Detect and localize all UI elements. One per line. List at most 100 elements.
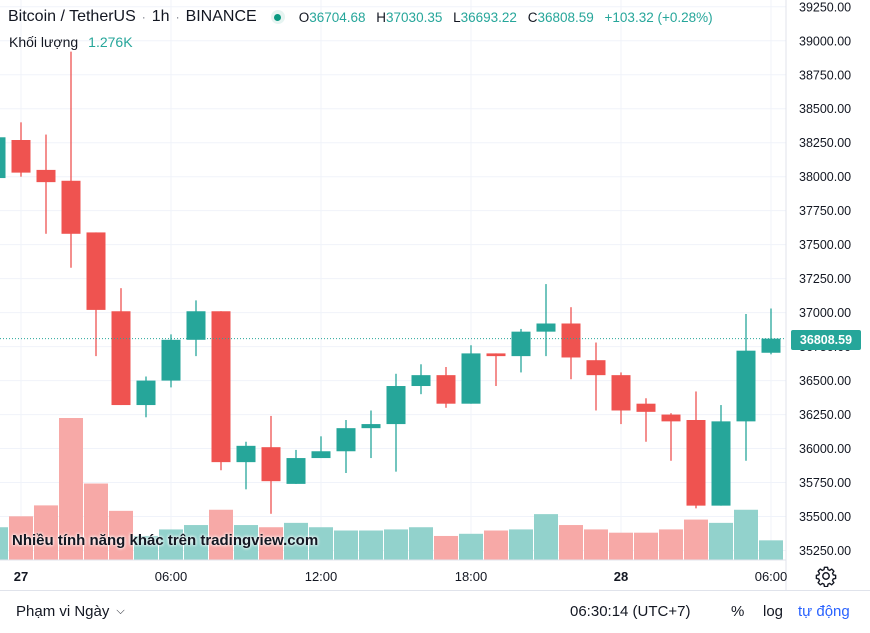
auto-scale-button[interactable]: tự động [798, 603, 850, 620]
time-tick-label: 28 [614, 569, 628, 584]
volume-bar [34, 505, 58, 560]
volume-label: Khối lượng [9, 34, 79, 50]
low-key: L [453, 9, 461, 25]
price-tick-label: 37250.00 [799, 272, 851, 286]
time-tick-label: 06:00 [755, 569, 788, 584]
high-value: 37030.35 [386, 9, 443, 25]
ohlc-values: O36704.68 H37030.35 L36693.22 C36808.59 … [299, 10, 713, 25]
candle-body [586, 360, 606, 376]
candle-body [636, 403, 656, 412]
price-tick-label: 36000.00 [799, 442, 851, 456]
symbol-name[interactable]: Bitcoin / TetherUS [8, 8, 136, 25]
change-value: +103.32 (+0.28%) [604, 9, 713, 25]
candle-body [611, 375, 631, 411]
volume-bar [459, 533, 483, 560]
price-tick-label: 37500.00 [799, 238, 851, 252]
volume-bar [84, 483, 108, 560]
price-tick-label: 35500.00 [799, 510, 851, 524]
candle-body [536, 323, 556, 332]
volume-bar [159, 529, 183, 560]
time-tick-label: 06:00 [155, 569, 188, 584]
candle-body [686, 420, 706, 506]
volume-bar [609, 532, 633, 560]
candle-body [261, 447, 281, 482]
separator-dot: · [141, 10, 146, 24]
timezone-clock[interactable]: 06:30:14 (UTC+7) [570, 603, 691, 620]
volume-bar [134, 535, 158, 560]
volume-bar [9, 516, 33, 560]
exchange-label[interactable]: BINANCE [185, 8, 257, 25]
candle-body [211, 311, 231, 463]
candle-body [236, 445, 256, 463]
date-range-button[interactable]: Phạm vi Ngày ⌵ [16, 603, 125, 620]
candle-body [61, 180, 81, 234]
price-tick-label: 35250.00 [799, 544, 851, 558]
log-scale-button[interactable]: log [763, 603, 784, 620]
volume-bar [534, 514, 558, 560]
volume-bar [309, 527, 333, 560]
candle-body [661, 414, 681, 422]
price-axis: 35250.00 35500.00 35750.00 36000.00 36250.00… [799, 0, 851, 558]
separator-dot: · [175, 10, 180, 24]
volume-bars [0, 418, 783, 560]
price-tick-label: 37000.00 [799, 306, 851, 320]
candle-body [461, 353, 481, 404]
volume-bar [434, 535, 458, 560]
volume-bar [484, 530, 508, 560]
percent-scale-button[interactable]: % [731, 603, 745, 620]
volume-bar [659, 529, 683, 560]
interval-label[interactable]: 1h [151, 8, 170, 25]
candle-body [761, 338, 781, 353]
low-value: 36693.22 [460, 9, 517, 25]
price-tick-label: 38750.00 [799, 68, 851, 82]
candle-body [36, 169, 56, 183]
price-tick-label: 39000.00 [799, 34, 851, 48]
volume-bar [109, 510, 133, 560]
price-tick-label: 38250.00 [799, 136, 851, 150]
volume-bar [684, 519, 708, 560]
volume-bar [234, 525, 258, 560]
volume-bar [334, 530, 358, 560]
volume-bar [59, 418, 83, 560]
volume-bar [209, 509, 233, 560]
volume-bar [709, 522, 733, 560]
close-key: C [527, 9, 538, 25]
candle-body [136, 380, 156, 406]
volume-bar [259, 527, 283, 560]
candle-body [286, 458, 306, 484]
price-tick-label: 39250.00 [799, 0, 851, 14]
candle-body [311, 451, 331, 459]
time-tick-label: 12:00 [305, 569, 338, 584]
watermark-text[interactable]: Nhiều tính năng khác trên tradingview.co… [12, 532, 319, 549]
candle-body [436, 375, 456, 404]
bottom-toolbar: Phạm vi Ngày ⌵ 06:30:14 (UTC+7) % log tự… [0, 590, 870, 633]
candle-body [561, 323, 581, 358]
grid-lines [0, 0, 786, 560]
volume-bar [734, 509, 758, 560]
last-price-tag: 36808.59 [791, 330, 861, 350]
price-tick-label: 36500.00 [799, 374, 851, 388]
close-value: 36808.59 [537, 9, 594, 25]
volume-bar [509, 529, 533, 560]
candle-body [161, 339, 181, 381]
volume-bar [409, 527, 433, 560]
candle-body [0, 137, 6, 179]
market-status-icon[interactable] [270, 10, 285, 24]
volume-legend[interactable]: Khối lượng 1.276K [9, 34, 133, 50]
volume-bar [584, 529, 608, 560]
volume-bar [359, 530, 383, 560]
open-value: 36704.68 [309, 9, 366, 25]
candle-body [361, 424, 381, 429]
symbol-legend[interactable]: Bitcoin / TetherUS · 1h · BINANCE O36704… [8, 6, 713, 28]
candle-body [111, 311, 131, 406]
candle-body [186, 311, 206, 340]
high-key: H [376, 9, 387, 25]
candle-body [336, 428, 356, 452]
volume-bar [634, 532, 658, 560]
gear-icon[interactable] [815, 565, 837, 587]
candles [0, 51, 781, 514]
candle-body [486, 353, 506, 357]
price-tick-label: 38000.00 [799, 170, 851, 184]
